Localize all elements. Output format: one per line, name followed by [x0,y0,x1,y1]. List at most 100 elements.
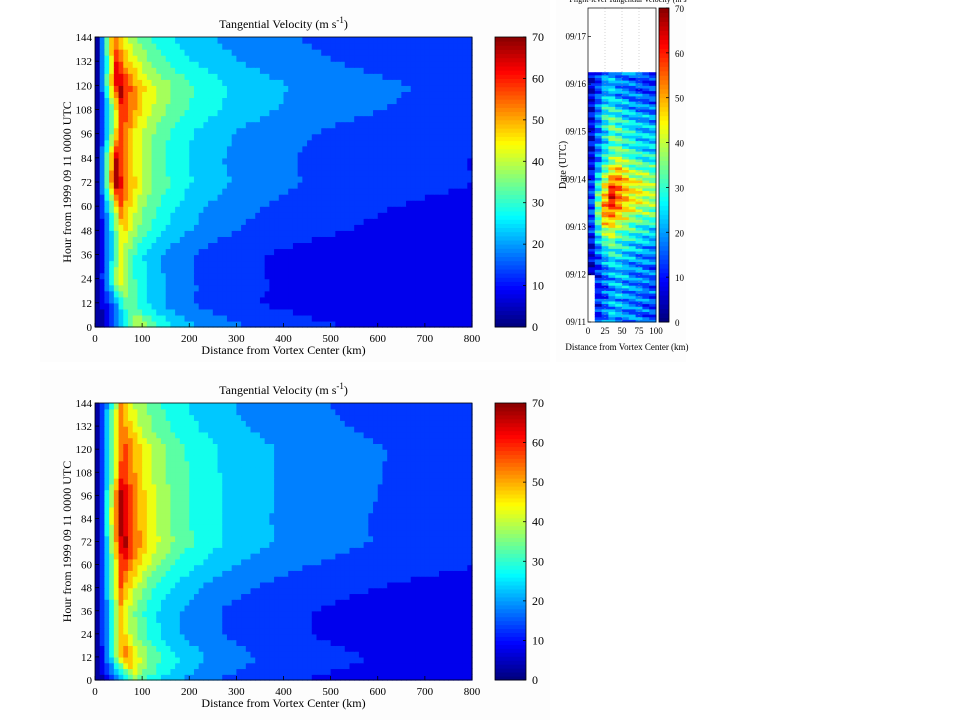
chart-top-cell [321,109,327,117]
chart-top-colorbar-band [495,119,526,125]
chart-top-cell [420,218,426,225]
chart-bottom-cell [406,656,412,664]
chart-top-cell [113,151,120,159]
chart-top-cell [170,260,176,268]
chart-top-cell [208,230,214,237]
chart-top-cell [198,127,204,135]
chart-top-cell [316,151,322,159]
chart-top-cell [250,103,256,111]
chart-bottom-cell [160,610,167,618]
chart-top-cell [208,169,214,177]
chart-top-cell [382,157,388,165]
chart-top-cell [142,157,148,165]
chart-top-cell [269,163,275,171]
chart-top-cell [363,194,369,201]
chart-top-cell [462,188,468,195]
chart-top-cell [363,302,369,310]
chart-bottom-cell [189,622,195,629]
chart-bottom-cell [354,622,360,629]
chart-top-cell [259,200,266,207]
chart-top-cell [109,115,115,123]
chart-top-cell [439,266,445,274]
chart-top-colorbar-tick-label: 70 [532,30,544,44]
chart-bottom-cell [448,616,454,623]
chart-top-cell [325,242,332,250]
chart-top-cell [160,206,167,213]
chart-bottom-cell [335,628,341,635]
chart-top-cell [212,314,219,322]
chart-top-cell [165,121,171,129]
chart-top-cell [344,145,351,153]
chart-top-cell [165,103,171,111]
chart-top-cell [189,206,195,213]
chart-top-cell [373,109,379,117]
chart-top-cell [363,290,369,298]
chart-top-cell [222,133,228,141]
chart-bottom-cell [373,639,379,646]
chart-top-cell [109,61,115,68]
chart-top-cell [349,151,355,159]
chart-top-cell [307,91,313,99]
chart-top-cell [165,163,171,171]
chart-bottom-cell [443,674,450,681]
chart-top-cell [160,67,167,74]
chart-top-cell [255,43,261,50]
chart-top-cell [212,37,219,44]
chart-top-cell [132,212,139,219]
chart-top-cell [170,218,176,225]
chart-top-cell [95,182,101,189]
chart-bottom-cell [170,651,176,658]
chart-bottom-cell [259,674,266,681]
chart-top-cell [406,61,412,68]
chart-bottom-cell [118,628,124,635]
chart-top-cell [344,91,351,99]
chart-top-cell [325,127,332,135]
chart-top-cell [231,91,237,99]
chart-top-cell [278,145,285,153]
chart-top-cell [217,230,223,237]
chart-top-cell [330,206,336,213]
chart-top-cell [288,133,294,141]
chart-top-colorbar-band [495,74,526,79]
chart-top-cell [330,127,336,135]
chart-top-cell [283,248,289,256]
chart-top-cell [269,175,275,183]
chart-top-cell [382,296,388,304]
chart-top-cell [236,73,242,80]
chart-top-cell [349,272,355,280]
chart-top-cell [406,254,412,262]
chart-top-cell [335,266,341,274]
chart-top-colorbar-band [495,285,526,291]
chart-bottom-cell [99,656,106,664]
chart-bottom-cell [457,633,464,641]
chart-top-cell [250,296,256,304]
chart-top-cell [424,314,431,322]
chart-bottom-cell [142,633,148,641]
chart-top-cell [377,284,384,292]
chart-bottom-cell [283,628,289,635]
chart-bottom-cell [245,662,252,670]
chart-top-cell [391,175,398,183]
chart-bottom-cell [113,610,120,618]
chart-top-cell [203,121,209,129]
chart-bottom-cell [368,656,374,664]
chart-top-cell [358,169,365,177]
chart-top-cell [467,85,473,92]
chart-top-cell [373,43,379,50]
chart-top-cell [212,109,219,117]
chart-top-cell [236,314,242,322]
chart-top-cell [297,97,303,105]
chart-top-cell [142,49,148,56]
chart-top-cell [146,67,153,74]
chart-top-cell [226,37,233,44]
chart-top-cell [467,73,473,80]
chart-top-colorbar-band [495,107,526,113]
chart-top-cell [391,85,398,92]
chart-top-cell [109,49,115,56]
chart-bottom-cell [137,639,143,646]
chart-top-cell [241,194,247,201]
chart-bottom-cell [146,639,153,646]
chart-top-cell [104,212,110,219]
chart-top-cell [429,133,435,141]
chart-bottom-cell [245,645,252,652]
